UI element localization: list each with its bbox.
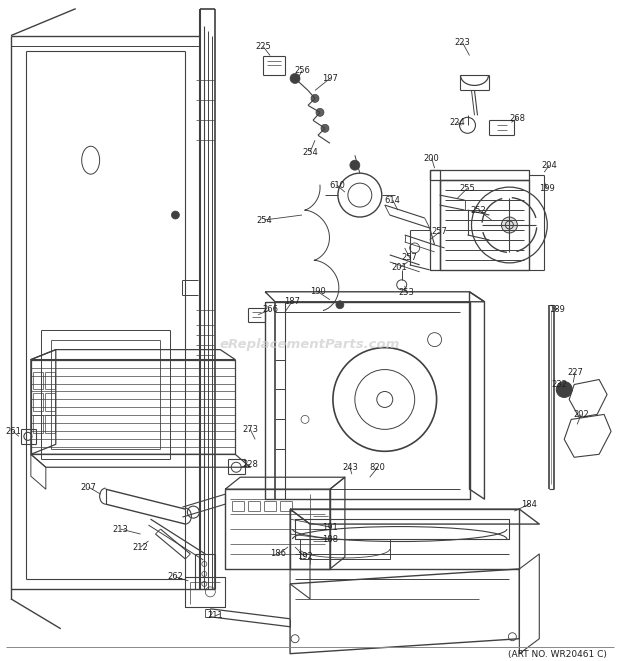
Circle shape bbox=[316, 108, 324, 116]
Text: 232: 232 bbox=[551, 380, 567, 389]
Text: 614: 614 bbox=[385, 196, 401, 204]
Text: 186: 186 bbox=[270, 549, 286, 559]
Circle shape bbox=[556, 381, 572, 397]
Text: 191: 191 bbox=[322, 523, 338, 531]
Text: 253: 253 bbox=[399, 288, 415, 297]
Text: 268: 268 bbox=[510, 114, 525, 123]
Text: 189: 189 bbox=[549, 305, 565, 314]
Text: eReplacementParts.com: eReplacementParts.com bbox=[220, 338, 400, 351]
Circle shape bbox=[321, 124, 329, 132]
Text: 192: 192 bbox=[297, 553, 313, 561]
Text: 261: 261 bbox=[5, 427, 21, 436]
Text: 255: 255 bbox=[459, 184, 476, 192]
Text: 257: 257 bbox=[432, 227, 448, 237]
Text: 207: 207 bbox=[81, 483, 97, 492]
Text: 188: 188 bbox=[322, 535, 338, 543]
Text: 223: 223 bbox=[454, 38, 471, 47]
Text: 273: 273 bbox=[242, 425, 258, 434]
Text: 254: 254 bbox=[302, 147, 318, 157]
Text: 187: 187 bbox=[284, 297, 300, 306]
Text: 257: 257 bbox=[402, 253, 418, 262]
Text: 213: 213 bbox=[113, 525, 128, 533]
Text: 202: 202 bbox=[574, 410, 589, 419]
Circle shape bbox=[291, 75, 299, 83]
Text: 190: 190 bbox=[310, 288, 326, 296]
Text: 262: 262 bbox=[167, 572, 184, 582]
Text: 243: 243 bbox=[342, 463, 358, 472]
Text: 204: 204 bbox=[541, 161, 557, 170]
Text: 201: 201 bbox=[392, 263, 407, 272]
Text: 212: 212 bbox=[133, 543, 148, 551]
Text: 228: 228 bbox=[242, 460, 258, 469]
Text: 252: 252 bbox=[471, 206, 486, 215]
Text: 197: 197 bbox=[322, 74, 338, 83]
Circle shape bbox=[502, 217, 517, 233]
Circle shape bbox=[336, 301, 344, 309]
Circle shape bbox=[290, 73, 300, 83]
Text: 610: 610 bbox=[329, 180, 345, 190]
Text: 266: 266 bbox=[262, 305, 278, 314]
Circle shape bbox=[311, 95, 319, 102]
Text: 224: 224 bbox=[450, 118, 466, 127]
Text: 225: 225 bbox=[255, 42, 271, 51]
Text: 200: 200 bbox=[423, 154, 440, 163]
Circle shape bbox=[350, 160, 360, 170]
Text: 184: 184 bbox=[521, 500, 538, 508]
Text: 199: 199 bbox=[539, 184, 555, 192]
Text: 227: 227 bbox=[567, 368, 583, 377]
Text: (ART NO. WR20461 C): (ART NO. WR20461 C) bbox=[508, 650, 607, 659]
Text: 256: 256 bbox=[294, 66, 310, 75]
Text: 211: 211 bbox=[208, 611, 223, 620]
Text: 254: 254 bbox=[256, 215, 272, 225]
Text: 820: 820 bbox=[370, 463, 386, 472]
Circle shape bbox=[171, 211, 179, 219]
